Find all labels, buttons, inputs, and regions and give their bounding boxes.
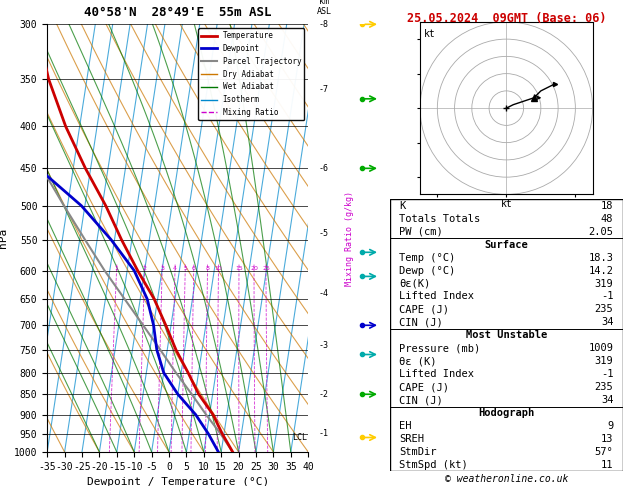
Text: 319: 319 [594, 278, 613, 289]
Text: K: K [399, 201, 406, 211]
Text: 34: 34 [601, 395, 613, 405]
Text: CAPE (J): CAPE (J) [399, 382, 449, 392]
Text: -1: -1 [319, 429, 329, 438]
Text: 1009: 1009 [588, 343, 613, 353]
Text: Mixing Ratio (g/kg): Mixing Ratio (g/kg) [345, 191, 353, 286]
Text: 6: 6 [192, 265, 196, 271]
Text: Hodograph: Hodograph [478, 408, 535, 418]
Text: kt: kt [423, 29, 435, 39]
Text: -5: -5 [319, 228, 329, 238]
Text: 20: 20 [250, 265, 258, 271]
Text: km
ASL: km ASL [316, 0, 331, 16]
Text: 57°: 57° [594, 447, 613, 457]
Title: 40°58'N  28°49'E  55m ASL: 40°58'N 28°49'E 55m ASL [84, 6, 272, 19]
Text: Lifted Index: Lifted Index [399, 369, 474, 379]
Text: CIN (J): CIN (J) [399, 317, 443, 328]
Text: 18.3: 18.3 [588, 253, 613, 262]
Text: SREH: SREH [399, 434, 425, 444]
Text: 235: 235 [594, 304, 613, 314]
Text: Surface: Surface [484, 240, 528, 250]
Text: EH: EH [399, 421, 412, 431]
Text: Lifted Index: Lifted Index [399, 292, 474, 301]
Text: © weatheronline.co.uk: © weatheronline.co.uk [445, 473, 568, 484]
Text: StmDir: StmDir [399, 447, 437, 457]
Text: 15: 15 [235, 265, 243, 271]
Text: PW (cm): PW (cm) [399, 226, 443, 237]
Text: -3: -3 [319, 341, 329, 349]
Text: 34: 34 [601, 317, 613, 328]
X-axis label: Dewpoint / Temperature (°C): Dewpoint / Temperature (°C) [87, 477, 269, 486]
Text: 2.05: 2.05 [588, 226, 613, 237]
Text: 11: 11 [601, 460, 613, 470]
Text: Dewp (°C): Dewp (°C) [399, 265, 455, 276]
Y-axis label: hPa: hPa [0, 228, 8, 248]
Text: 13: 13 [601, 434, 613, 444]
Text: -1: -1 [601, 292, 613, 301]
Text: Pressure (mb): Pressure (mb) [399, 343, 481, 353]
Text: 25.05.2024  09GMT (Base: 06): 25.05.2024 09GMT (Base: 06) [406, 12, 606, 25]
X-axis label: kt: kt [501, 199, 512, 208]
Legend: Temperature, Dewpoint, Parcel Trajectory, Dry Adiabat, Wet Adiabat, Isotherm, Mi: Temperature, Dewpoint, Parcel Trajectory… [198, 28, 304, 120]
Text: 48: 48 [601, 214, 613, 224]
Text: 5: 5 [183, 265, 187, 271]
Text: Totals Totals: Totals Totals [399, 214, 481, 224]
Text: Most Unstable: Most Unstable [465, 330, 547, 340]
Text: 2: 2 [143, 265, 147, 271]
Text: 9: 9 [607, 421, 613, 431]
Text: Temp (°C): Temp (°C) [399, 253, 455, 262]
Text: 3: 3 [160, 265, 164, 271]
Text: 14.2: 14.2 [588, 265, 613, 276]
Text: 4: 4 [173, 265, 177, 271]
Text: 1: 1 [114, 265, 118, 271]
Text: CAPE (J): CAPE (J) [399, 304, 449, 314]
Text: -7: -7 [319, 85, 329, 94]
Text: θε (K): θε (K) [399, 356, 437, 366]
Text: 25: 25 [262, 265, 270, 271]
Text: 235: 235 [594, 382, 613, 392]
Text: 18: 18 [601, 201, 613, 211]
Text: -2: -2 [319, 390, 329, 399]
Text: 8: 8 [206, 265, 209, 271]
Text: 319: 319 [594, 356, 613, 366]
Text: StmSpd (kt): StmSpd (kt) [399, 460, 468, 470]
Text: -8: -8 [319, 20, 329, 29]
Text: -1: -1 [601, 369, 613, 379]
Text: -6: -6 [319, 164, 329, 173]
Text: θε(K): θε(K) [399, 278, 430, 289]
Text: -4: -4 [319, 289, 329, 298]
Text: LCL: LCL [292, 433, 307, 442]
Text: CIN (J): CIN (J) [399, 395, 443, 405]
Text: 10: 10 [214, 265, 222, 271]
